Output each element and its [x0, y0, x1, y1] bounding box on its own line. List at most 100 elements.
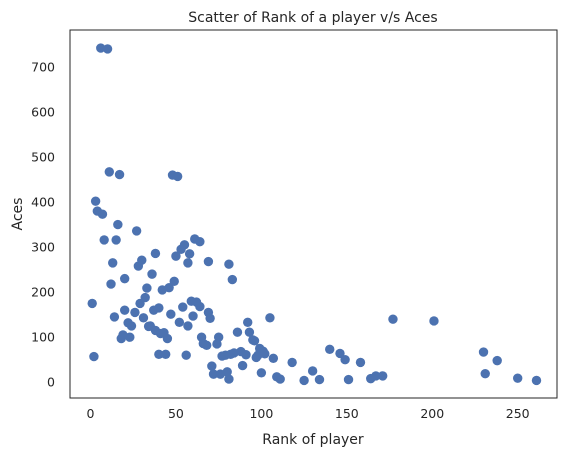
data-point	[203, 256, 214, 267]
data-point	[142, 283, 152, 293]
data-point	[202, 340, 212, 350]
data-point	[224, 259, 234, 269]
data-point	[140, 292, 150, 303]
data-point	[125, 332, 135, 342]
data-point	[243, 317, 253, 328]
data-point	[480, 368, 490, 379]
x-tick-label: 250	[506, 406, 530, 421]
data-point	[164, 282, 174, 293]
data-point	[237, 360, 248, 371]
data-point	[171, 251, 181, 261]
data-point	[150, 248, 161, 259]
data-point	[183, 258, 193, 268]
data-point	[179, 240, 190, 250]
data-point	[299, 375, 309, 386]
x-tick-label: 150	[335, 406, 359, 421]
x-tick-label: 0	[87, 406, 95, 421]
data-point	[429, 316, 439, 326]
plot-frame	[69, 29, 558, 399]
data-point	[131, 226, 142, 236]
y-tick-label: 600	[31, 104, 55, 119]
data-point	[97, 209, 108, 219]
data-point	[169, 276, 179, 287]
data-point	[205, 313, 215, 323]
x-tick-label: 50	[168, 406, 184, 421]
data-point	[227, 274, 238, 285]
data-point	[87, 298, 97, 309]
data-point	[89, 351, 99, 362]
data-point	[531, 375, 542, 386]
data-point	[102, 44, 113, 54]
data-point	[154, 349, 164, 360]
data-point	[492, 355, 502, 366]
data-point	[106, 279, 116, 289]
data-point	[340, 355, 350, 365]
data-point	[371, 371, 381, 381]
x-axis-label: Rank of player	[262, 432, 364, 448]
data-point	[147, 269, 157, 279]
data-point	[208, 369, 219, 379]
data-point	[213, 332, 224, 342]
data-point	[160, 349, 171, 360]
data-point	[172, 171, 183, 182]
data-point	[241, 350, 251, 360]
data-point	[181, 350, 191, 360]
data-point	[178, 302, 188, 312]
data-point	[268, 353, 279, 364]
data-point	[195, 237, 205, 247]
data-point	[111, 235, 121, 245]
x-tick-label: 100	[249, 406, 273, 421]
data-point	[378, 371, 388, 381]
data-point	[222, 367, 232, 377]
x-tick-labels: 0 50 100 150 200 250	[87, 406, 530, 421]
data-point	[195, 301, 205, 312]
data-point	[207, 361, 217, 371]
x-tick-label: 200	[420, 406, 444, 421]
data-point	[343, 374, 354, 385]
data-point	[108, 258, 118, 268]
data-point	[265, 313, 275, 323]
data-point	[104, 167, 115, 177]
data-point	[232, 327, 243, 337]
data-point	[109, 312, 120, 322]
data-point	[130, 307, 140, 318]
plot-area	[69, 29, 558, 399]
data-point	[275, 374, 285, 384]
data-point	[388, 314, 398, 324]
data-point	[174, 317, 185, 328]
y-tick-label: 100	[31, 330, 55, 345]
y-tick-label: 0	[47, 375, 55, 390]
data-point	[166, 309, 176, 319]
data-point	[149, 305, 159, 315]
data-point	[244, 327, 255, 337]
y-axis-label: Aces	[10, 198, 26, 231]
data-point	[90, 196, 101, 206]
y-tick-label: 200	[31, 285, 55, 300]
y-tick-label: 300	[31, 240, 55, 255]
data-point	[99, 235, 109, 245]
data-point	[249, 336, 260, 346]
data-point	[512, 373, 523, 383]
data-point	[325, 344, 335, 355]
chart-title: Scatter of Rank of a player v/s Aces	[188, 10, 437, 26]
data-point	[114, 169, 125, 180]
data-point	[184, 249, 195, 259]
y-tick-label: 400	[31, 195, 55, 210]
data-point	[224, 374, 234, 384]
data-point	[287, 357, 297, 368]
data-point	[96, 43, 106, 53]
data-point	[355, 357, 366, 368]
data-point	[314, 374, 325, 385]
data-point	[162, 333, 173, 344]
y-tick-label: 500	[31, 150, 55, 165]
data-point	[137, 255, 147, 265]
y-tick-labels: 0 100 200 300 400 500 600 700	[31, 59, 55, 389]
data-point	[256, 368, 267, 378]
data-point	[119, 305, 130, 315]
data-point	[113, 219, 123, 230]
data-point	[119, 273, 130, 284]
data-point	[307, 366, 318, 376]
data-point	[126, 321, 137, 331]
